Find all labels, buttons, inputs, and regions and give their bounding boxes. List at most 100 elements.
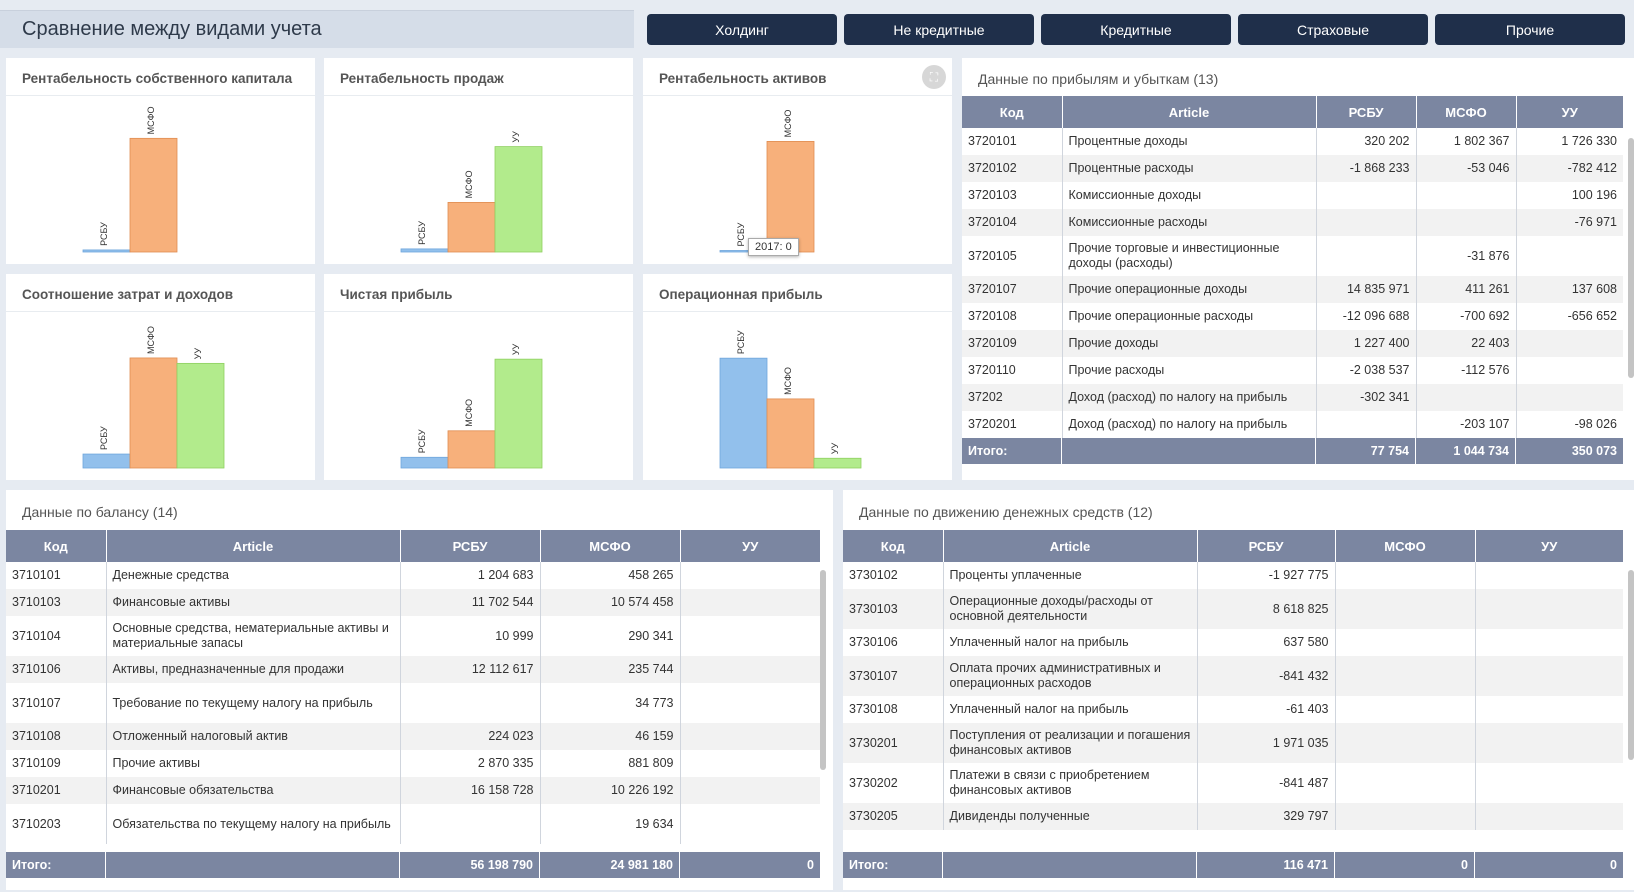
cell-code: 3720107 <box>962 276 1063 303</box>
bar-uu[interactable] <box>176 362 225 469</box>
bar-rsbu[interactable] <box>400 456 449 469</box>
table-row[interactable]: 3730201 Поступления от реализации и погаш… <box>843 723 1623 763</box>
holding-button[interactable]: Холдинг <box>647 14 837 45</box>
table-row[interactable]: 3720109 Прочие доходы 1 227 400 22 403 <box>962 330 1623 357</box>
insurance-button[interactable]: Страховые <box>1238 14 1428 45</box>
table-row[interactable]: 3710104 Основные средства, нематериальные… <box>6 616 820 656</box>
table-row[interactable]: 3710203 Обязательства по текущему налогу … <box>6 804 820 844</box>
bar-label: УУ <box>193 348 203 360</box>
table-row[interactable]: 3710201 Финансовые обязательства 16 158 72… <box>6 777 820 804</box>
bar-msfo[interactable] <box>129 357 178 469</box>
cell-code: 3730107 <box>843 656 944 696</box>
cell-msfo: 10 574 458 <box>540 589 681 616</box>
col-rsbu[interactable]: РСБУ <box>1316 96 1417 128</box>
col-msfo[interactable]: МСФО <box>1335 530 1476 562</box>
bar-label: РСБУ <box>417 221 427 245</box>
pnl-table: Код Article РСБУ МСФО УУ 3720101 Процентн… <box>962 96 1634 464</box>
bar-msfo[interactable] <box>129 137 178 253</box>
table-row[interactable]: 3730205 Дивиденды полученные 329 797 <box>843 803 1623 830</box>
col-rsbu[interactable]: РСБУ <box>400 530 541 562</box>
table-row[interactable]: 3730103 Операционные доходы/расходы от ос… <box>843 589 1623 629</box>
table-row[interactable]: 3710108 Отложенный налоговый актив 224 023… <box>6 723 820 750</box>
cell-uu <box>680 562 820 589</box>
balance-body[interactable]: 3710101 Денежные средства 1 204 683 458 265… <box>6 562 820 852</box>
table-row[interactable]: 3730107 Оплата прочих административных и … <box>843 656 1623 696</box>
bar-msfo[interactable] <box>447 202 496 253</box>
bar-uu[interactable] <box>494 146 543 253</box>
bar-uu[interactable] <box>494 358 543 469</box>
pnl-body[interactable]: 3720101 Процентные доходы 320 202 1 802 367… <box>962 128 1623 438</box>
cell-uu <box>680 750 820 777</box>
chart-panel-roe: Рентабельность собственного капитала РСБ… <box>6 58 315 264</box>
bar-msfo[interactable] <box>766 398 815 469</box>
col-msfo[interactable]: МСФО <box>540 530 681 562</box>
cell-rsbu <box>1316 411 1417 438</box>
bar-rsbu[interactable] <box>82 249 131 253</box>
table-row[interactable]: 3720107 Прочие операционные доходы 14 835 … <box>962 276 1623 303</box>
cell-rsbu <box>400 804 541 844</box>
cell-article: Уплаченный налог на прибыль <box>943 696 1198 723</box>
table-row[interactable]: 3730202 Платежи в связи с приобретением ф… <box>843 763 1623 803</box>
col-rsbu[interactable]: РСБУ <box>1197 530 1336 562</box>
table-row[interactable]: 3720110 Прочие расходы -2 038 537 -112 576 <box>962 357 1623 384</box>
cell-rsbu: 10 999 <box>400 616 541 656</box>
non-credit-button[interactable]: Не кредитные <box>844 14 1034 45</box>
cell-uu: -98 026 <box>1574 417 1617 431</box>
col-uu[interactable]: УУ <box>680 530 820 562</box>
cashflow-body[interactable]: 3730102 Проценты уплаченные -1 927 775 3730… <box>843 562 1623 852</box>
bar-msfo[interactable] <box>766 141 815 253</box>
cashflow-header: Код Article РСБУ МСФО УУ <box>843 530 1623 562</box>
cell-rsbu: -2 038 537 <box>1316 357 1417 384</box>
table-row[interactable]: 37202 Доход (расход) по налогу на прибыль… <box>962 384 1623 411</box>
bar-rsbu[interactable] <box>719 357 768 469</box>
col-uu[interactable]: УУ <box>1516 96 1623 128</box>
table-row[interactable]: 3710106 Активы, предназначенные для прода… <box>6 656 820 683</box>
cell-uu <box>680 804 820 844</box>
bar-msfo[interactable] <box>447 430 496 469</box>
table-row[interactable]: 3710107 Требование по текущему налогу на … <box>6 683 820 723</box>
cashflow-scrollbar[interactable] <box>1628 570 1634 760</box>
table-row[interactable]: 3720102 Процентные расходы -1 868 233 -53 0… <box>962 155 1623 182</box>
col-code[interactable]: Код <box>962 96 1063 128</box>
col-code[interactable]: Код <box>843 530 944 562</box>
pnl-header: Код Article РСБУ МСФО УУ <box>962 96 1623 128</box>
table-row[interactable]: 3720201 Доход (расход) по налогу на прибы… <box>962 411 1623 438</box>
col-msfo[interactable]: МСФО <box>1416 96 1517 128</box>
col-article[interactable]: Article <box>1062 96 1317 128</box>
table-row[interactable]: 3730106 Уплаченный налог на прибыль 637 58… <box>843 629 1623 656</box>
balance-scrollbar[interactable] <box>820 570 826 770</box>
col-code[interactable]: Код <box>6 530 107 562</box>
cell-article: Платежи в связи с приобретением финансов… <box>943 763 1198 803</box>
table-row[interactable]: 3720104 Комиссионные расходы -76 971 <box>962 209 1623 236</box>
cell-uu: 100 196 <box>1571 188 1617 202</box>
total-label: Итого: <box>962 438 1062 464</box>
col-article[interactable]: Article <box>943 530 1198 562</box>
col-uu[interactable]: УУ <box>1475 530 1623 562</box>
credit-button[interactable]: Кредитные <box>1041 14 1231 45</box>
col-article[interactable]: Article <box>106 530 401 562</box>
balance-header: Код Article РСБУ МСФО УУ <box>6 530 820 562</box>
other-button[interactable]: Прочие <box>1435 14 1625 45</box>
bar-uu[interactable] <box>813 457 862 469</box>
cell-uu <box>1516 330 1623 357</box>
table-row[interactable]: 3720103 Комиссионные доходы 100 196 <box>962 182 1623 209</box>
table-row[interactable]: 3720108 Прочие операционные расходы -12 09… <box>962 303 1623 330</box>
table-row[interactable]: 3720101 Процентные доходы 320 202 1 802 367… <box>962 128 1623 155</box>
table-row[interactable]: 3710101 Денежные средства 1 204 683 458 265 <box>6 562 820 589</box>
bar-rsbu[interactable] <box>82 453 131 469</box>
expand-icon[interactable]: ⛶ <box>922 65 946 89</box>
cell-msfo <box>1416 384 1517 411</box>
bar-label: МСФО <box>783 110 793 138</box>
bar-rsbu[interactable] <box>400 248 449 253</box>
cell-msfo: 235 744 <box>540 656 681 683</box>
cell-code: 3710109 <box>6 750 107 777</box>
pnl-scrollbar[interactable] <box>1628 138 1634 378</box>
table-row[interactable]: 3730102 Проценты уплаченные -1 927 775 <box>843 562 1623 589</box>
table-row[interactable]: 3710103 Финансовые активы 11 702 544 10 574… <box>6 589 820 616</box>
balance-table: Код Article РСБУ МСФО УУ 3710101 Денежные… <box>6 530 833 878</box>
cell-article: Прочие доходы <box>1062 330 1317 357</box>
table-row[interactable]: 3710109 Прочие активы 2 870 335 881 809 <box>6 750 820 777</box>
table-row[interactable]: 3730108 Уплаченный налог на прибыль -61 40… <box>843 696 1623 723</box>
table-row[interactable]: 3720105 Прочие торговые и инвестиционные … <box>962 236 1623 276</box>
cell-rsbu <box>400 683 541 723</box>
